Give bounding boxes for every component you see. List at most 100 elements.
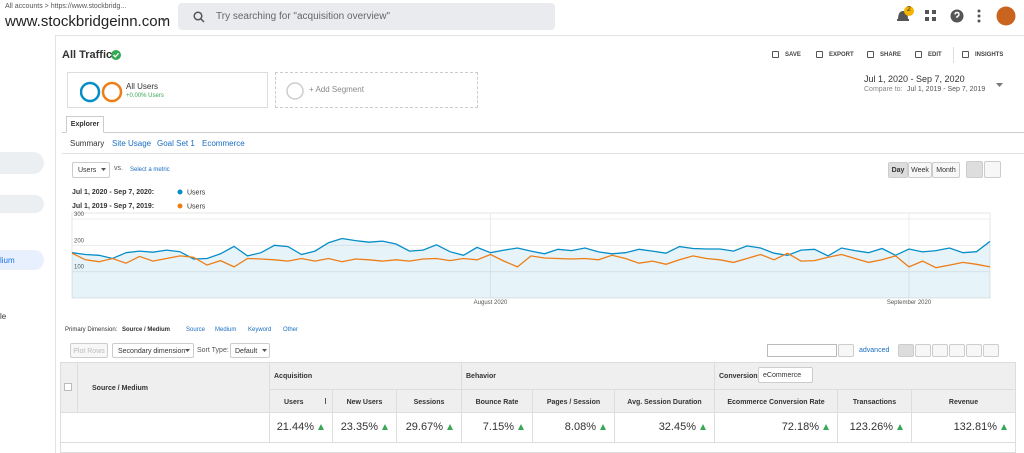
column-header[interactable]: Revenue [912,390,1016,413]
select-metric[interactable]: Select a metric [130,167,170,173]
column-header[interactable]: Pages / Session [533,390,615,413]
conversions-select[interactable]: eCommerce [758,367,813,383]
column-header[interactable]: Users [270,390,333,413]
column-header[interactable]: Transactions [838,390,912,413]
total-value: 132.81% [953,421,997,433]
chart: 100 200 300 August 2020 September 2020 Jul 1,… [71,189,991,306]
y-tick-label: 300 [74,212,85,218]
granularity-button[interactable]: Month [932,162,960,178]
total-cell: 132.81% [912,413,1016,443]
dropdown-icon [262,349,267,352]
notifications-icon[interactable] [895,6,915,24]
action-icon[interactable] [867,51,874,58]
dimension-option[interactable]: Source / Medium [122,327,171,333]
help-icon[interactable] [950,9,964,23]
action-button[interactable]: EXPORT [829,52,854,58]
increase-icon [700,424,706,430]
view-toggle[interactable] [949,344,965,357]
dropdown-icon[interactable] [160,18,168,24]
legend-label: Users [187,204,206,211]
verified-icon [111,50,121,60]
apps-icon[interactable] [925,10,937,22]
view-toggle[interactable] [983,344,999,357]
action-icon[interactable] [772,51,779,58]
column-header[interactable]: New Users [333,390,397,413]
date-range[interactable]: Jul 1, 2020 - Sep 7, 2020 [864,74,965,84]
search-placeholder: Try searching for "acquisition overview" [216,11,391,22]
action-icon[interactable] [816,51,823,58]
breadcrumb[interactable]: All accounts > https://www.stockbridg... [5,3,127,10]
total-cell: 8.08% [533,413,615,443]
dimension-option[interactable]: Medium [215,327,237,333]
divider [953,47,954,63]
sidebar-label[interactable]: lium [0,256,15,265]
segment-box[interactable]: All Users +0.00% Users [67,72,268,108]
increase-icon [447,424,453,430]
report-title: All Traffic [62,49,113,61]
view-toggle[interactable] [932,344,948,357]
motion-chart-toggle[interactable] [984,161,1001,178]
add-segment-icon [286,82,304,100]
column-header[interactable]: Sessions [397,390,462,413]
view-toggle[interactable] [915,344,931,357]
add-segment[interactable]: + Add Segment [275,72,478,108]
segment-name: All Users [126,82,159,91]
segment-icon [80,81,123,103]
metric-select[interactable]: Users [72,162,110,178]
subtab[interactable]: Summary [70,139,105,148]
advanced-link[interactable]: advanced [859,347,890,354]
column-header[interactable]: Bounce Rate [462,390,533,413]
sidebar-item-active[interactable] [0,250,44,270]
avatar[interactable] [996,6,1016,26]
increase-icon [1001,424,1007,430]
action-button[interactable]: INSIGHTS [975,52,1004,58]
action-icon[interactable] [915,51,922,58]
sort-select[interactable]: Default [230,343,270,358]
granularity-button[interactable]: Week [908,162,932,178]
x-tick-label: August 2020 [474,300,508,306]
property-name[interactable]: www.stockbridgeinn.com [5,13,171,30]
total-cell: 72.18% [715,413,838,443]
dimension-option[interactable]: Source [186,327,206,333]
sidebar-item[interactable] [0,152,44,174]
subtab[interactable]: Goal Set 1 [157,139,195,148]
tab[interactable]: Explorer [66,116,104,133]
legend-swatch [177,203,183,209]
x-tick-label: September 2020 [887,300,932,306]
view-toggle[interactable] [966,344,982,357]
increase-icon [897,424,903,430]
sort-icon [325,398,327,404]
action-button[interactable]: SAVE [785,52,801,58]
granularity-button[interactable]: Day [888,162,908,178]
line-chart-toggle[interactable] [966,161,983,178]
dropdown-icon[interactable] [996,83,1003,88]
action-button[interactable]: EDIT [928,52,942,58]
sort-label: Sort Type: [197,347,229,354]
column-header[interactable]: Ecommerce Conversion Rate [715,390,838,413]
column-header[interactable]: Avg. Session Duration [615,390,715,413]
action-button[interactable]: SHARE [880,52,902,58]
total-value: 32.45% [658,421,696,433]
increase-icon [382,424,388,430]
dimension-option[interactable]: Other [283,327,299,333]
search-box[interactable]: Try searching for "acquisition overview" [178,3,555,30]
sidebar-item[interactable] [0,195,44,213]
total-value: 29.67% [405,421,443,433]
view-toggle[interactable] [898,344,914,357]
subtab[interactable]: Ecommerce [202,139,245,148]
table-search-button[interactable] [838,344,854,357]
subtab[interactable]: Site Usage [112,139,152,148]
table-search[interactable] [767,344,837,357]
dimension-option[interactable]: Keyword [248,327,272,333]
plot-rows-button[interactable]: Plot Rows [70,343,108,358]
secondary-dimension-select[interactable]: Secondary dimension [112,343,194,358]
action-icon[interactable] [962,51,969,58]
checkbox[interactable] [64,383,72,391]
vs-label: vs. [114,165,123,172]
menu-icon[interactable] [977,9,981,23]
legend-label: Users [187,190,206,197]
line [71,237,991,260]
total-cell: 32.45% [615,413,715,443]
total-value: 8.08% [564,421,596,433]
sidebar-label[interactable]: le [0,312,7,321]
